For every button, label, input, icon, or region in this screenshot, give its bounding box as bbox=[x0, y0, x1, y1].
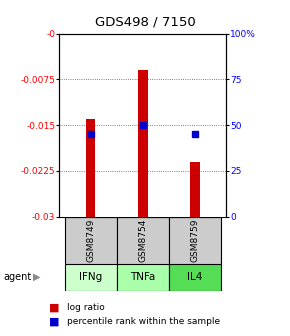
Text: ■: ■ bbox=[49, 302, 60, 312]
Bar bbox=[138, 70, 148, 217]
Bar bbox=[117, 264, 169, 291]
Bar bbox=[86, 119, 95, 217]
Text: IL4: IL4 bbox=[187, 272, 203, 282]
Bar bbox=[190, 162, 200, 217]
Text: ▶: ▶ bbox=[32, 272, 40, 282]
Bar bbox=[65, 217, 117, 264]
Text: GSM8759: GSM8759 bbox=[191, 218, 200, 262]
Text: TNFa: TNFa bbox=[130, 272, 155, 282]
Text: ■: ■ bbox=[49, 317, 60, 327]
Bar bbox=[169, 264, 221, 291]
Text: GSM8754: GSM8754 bbox=[138, 218, 147, 262]
Text: percentile rank within the sample: percentile rank within the sample bbox=[67, 318, 220, 326]
Bar bbox=[117, 217, 169, 264]
Text: GSM8749: GSM8749 bbox=[86, 218, 95, 262]
Bar bbox=[65, 264, 117, 291]
Text: GDS498 / 7150: GDS498 / 7150 bbox=[95, 15, 195, 28]
Text: log ratio: log ratio bbox=[67, 303, 104, 312]
Text: IFNg: IFNg bbox=[79, 272, 102, 282]
Bar bbox=[169, 217, 221, 264]
Text: agent: agent bbox=[3, 272, 31, 282]
